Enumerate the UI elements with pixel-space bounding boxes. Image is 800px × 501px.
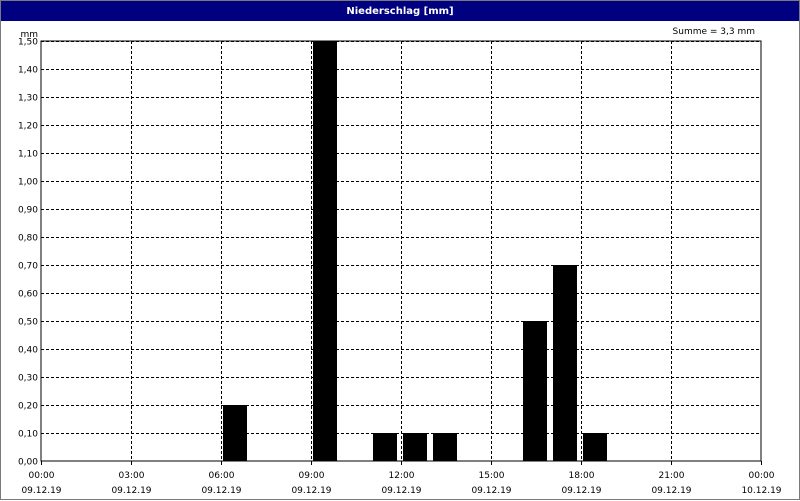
y-tick-label: 1,00	[18, 178, 38, 188]
y-tick-label: 1,30	[18, 94, 38, 104]
x-tick-date: 09.12.19	[201, 486, 241, 496]
y-tick-label: 0,40	[18, 346, 38, 356]
x-tick-date: 09.12.19	[471, 486, 511, 496]
y-tick-label: 0,20	[18, 402, 38, 412]
chart-title: Niederschlag [mm]	[1, 1, 799, 21]
y-tick-label: 0,50	[18, 318, 38, 328]
y-tick-label: 0,30	[18, 374, 38, 384]
precipitation-bar	[433, 433, 457, 461]
x-tick-date: 09.12.19	[381, 486, 421, 496]
x-tick-time: 00:00	[29, 471, 55, 481]
precipitation-bar	[403, 433, 427, 461]
x-tick-date: 09.12.19	[561, 486, 601, 496]
y-tick-label: 0,70	[18, 262, 38, 272]
precipitation-bar	[373, 433, 397, 461]
x-tick-date: 09.12.19	[651, 486, 691, 496]
y-tick-label: 1,40	[18, 66, 38, 76]
x-tick-time: 21:00	[659, 471, 685, 481]
y-tick-label: 0,80	[18, 234, 38, 244]
x-tick-date: 09.12.19	[291, 486, 331, 496]
precipitation-bar	[523, 321, 547, 461]
y-tick-label: 0,60	[18, 290, 38, 300]
y-tick-label: 0,90	[18, 206, 38, 216]
precipitation-bar	[223, 405, 247, 461]
y-tick-label: 1,50	[18, 38, 38, 48]
y-axis-label: mm	[20, 30, 38, 40]
y-tick-label: 0,10	[18, 430, 38, 440]
x-tick-time: 09:00	[299, 471, 325, 481]
y-tick-label: 1,20	[18, 122, 38, 132]
x-tick-time: 18:00	[569, 471, 595, 481]
precipitation-bar	[583, 433, 607, 461]
precipitation-bar	[313, 41, 337, 461]
x-tick-time: 00:00	[749, 471, 775, 481]
x-tick-date: 09.12.19	[21, 486, 61, 496]
x-tick-date: 10.12.19	[741, 486, 781, 496]
x-tick-time: 12:00	[389, 471, 415, 481]
precipitation-bar	[553, 265, 577, 461]
x-tick-date: 09.12.19	[111, 486, 151, 496]
x-tick-time: 15:00	[479, 471, 505, 481]
sum-label: Summe = 3,3 mm	[672, 27, 755, 37]
y-tick-label: 0,00	[18, 458, 38, 468]
x-tick-time: 06:00	[209, 471, 235, 481]
x-tick-time: 03:00	[119, 471, 145, 481]
y-tick-label: 1,10	[18, 150, 38, 160]
